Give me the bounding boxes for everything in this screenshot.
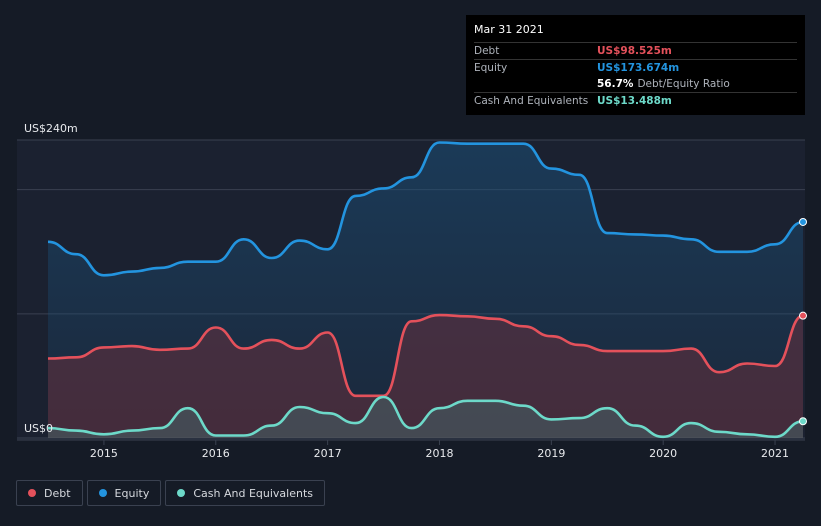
tooltip-row-equity: Equity US$173.674m (474, 59, 797, 76)
debt-end-marker[interactable] (799, 311, 807, 320)
x-tick-label-2019: 2019 (537, 447, 565, 460)
x-tick-label-2018: 2018 (425, 447, 453, 460)
cash-and-equivalents-end-marker[interactable] (799, 417, 807, 426)
legend-item-debt[interactable]: Debt (16, 480, 83, 506)
tooltip-equity-value: US$173.674m (597, 62, 680, 74)
legend-equity-label: Equity (114, 486, 150, 500)
x-tick-label-2020: 2020 (649, 447, 677, 460)
tooltip-row-debt: Debt US$98.525m (474, 42, 797, 59)
equity-line (47, 141, 804, 277)
tooltip-row-ratio: 56.7% Debt/Equity Ratio (474, 76, 797, 92)
equity-dot-icon (98, 489, 107, 497)
x-tick-label-2017: 2017 (314, 447, 342, 460)
debt-area (48, 315, 803, 438)
equity-end-marker[interactable] (799, 217, 807, 226)
y-tick-label-max: US$240m (24, 122, 78, 135)
cash-and-equivalents-area (48, 397, 803, 438)
legend-debt-label: Debt (44, 486, 71, 500)
x-tick-label-2015: 2015 (90, 447, 118, 460)
tooltip-cash-label: Cash And Equivalents (474, 95, 589, 107)
tooltip-cash-value: US$13.488m (597, 95, 672, 107)
legend-item-cash[interactable]: Cash And Equivalents (165, 480, 325, 506)
debt-line (47, 313, 804, 398)
cash-and-equivalents-line (47, 395, 804, 439)
x-tick-label-2021: 2021 (761, 447, 789, 460)
series-lines (47, 141, 804, 439)
x-axis: 2015 2016 2017 2018 2019 2020 2021 (90, 440, 789, 460)
tooltip-ratio-label: Debt/Equity Ratio (637, 78, 730, 90)
tooltip-row-cash: Cash And Equivalents US$13.488m (474, 92, 797, 109)
legend: Debt Equity Cash And Equivalents (16, 480, 329, 506)
debt-dot-icon (28, 489, 36, 497)
legend-item-equity[interactable]: Equity (86, 480, 162, 506)
cash-dot-icon (177, 489, 186, 497)
tooltip-equity-label: Equity (474, 62, 508, 74)
tooltip-debt-label: Debt (474, 45, 500, 57)
tooltip-debt-value: US$98.525m (597, 45, 672, 57)
tooltip: Mar 31 2021 Debt US$98.525m Equity US$17… (466, 15, 805, 115)
tooltip-ratio-value: 56.7% (597, 78, 634, 90)
series-areas (48, 142, 803, 438)
tooltip-date: Mar 31 2021 (474, 23, 544, 36)
series-end-markers (799, 217, 807, 426)
equity-area (48, 142, 803, 438)
x-tick-label-2016: 2016 (202, 447, 230, 460)
legend-cash-label: Cash And Equivalents (193, 486, 313, 500)
y-tick-label-zero: US$0 (24, 422, 53, 435)
